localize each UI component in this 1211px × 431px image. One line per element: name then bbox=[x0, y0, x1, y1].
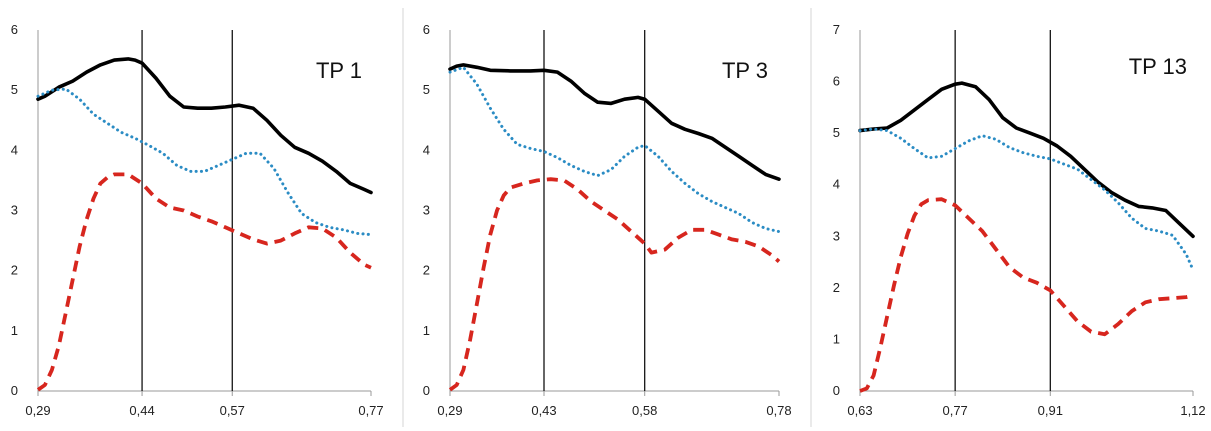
x-tick-label: 0,91 bbox=[1038, 403, 1063, 418]
series-dotted-line bbox=[448, 65, 781, 234]
panel-title: TP 1 bbox=[316, 58, 362, 83]
x-tick-label: 0,77 bbox=[358, 403, 383, 418]
y-tick-label: 6 bbox=[11, 22, 18, 37]
y-tick-label: 2 bbox=[423, 263, 430, 278]
y-tick-label: 0 bbox=[423, 383, 430, 398]
series-dashed-line bbox=[859, 197, 1194, 393]
y-tick-label: 3 bbox=[833, 228, 840, 243]
series-dashed-line bbox=[36, 172, 372, 392]
y-tick-label: 1 bbox=[423, 323, 430, 338]
y-tick-label: 3 bbox=[423, 203, 430, 218]
panel-tp13: 0 1 2 3 4 5 6 7 0,63 0,77 0,91 1,12 TP 13 bbox=[833, 22, 1206, 418]
y-tick-label: 0 bbox=[833, 383, 840, 398]
series-dashed-line bbox=[448, 177, 781, 392]
y-tick-label: 3 bbox=[11, 203, 18, 218]
panel-title: TP 13 bbox=[1129, 54, 1187, 79]
y-tick-label: 4 bbox=[833, 177, 840, 192]
x-tick-label: 0,58 bbox=[632, 403, 657, 418]
x-tick-label: 0,43 bbox=[531, 403, 556, 418]
x-tick-label: 1,12 bbox=[1180, 403, 1205, 418]
y-tick-label: 2 bbox=[833, 280, 840, 295]
y-tick-label: 7 bbox=[833, 22, 840, 37]
y-tick-label: 5 bbox=[11, 82, 18, 97]
y-tick-label: 4 bbox=[423, 142, 430, 157]
x-tick-label: 0,78 bbox=[766, 403, 791, 418]
panel-tp3: 0 1 2 3 4 5 6 0,29 0,43 0,58 0,78 TP 3 bbox=[423, 8, 812, 427]
panel-tp1: 0 1 2 3 4 5 6 0,29 0,44 0,57 0,77 TP 1 bbox=[11, 8, 404, 427]
y-tick-label: 6 bbox=[833, 74, 840, 89]
y-tick-label: 5 bbox=[833, 125, 840, 140]
panel-title: TP 3 bbox=[722, 58, 768, 83]
series-solid-line bbox=[858, 81, 1195, 239]
y-tick-label: 1 bbox=[833, 331, 840, 346]
y-tick-label: 4 bbox=[11, 142, 18, 157]
y-tick-label: 2 bbox=[11, 263, 18, 278]
series-dotted-line bbox=[858, 127, 1195, 272]
series-solid-line bbox=[36, 57, 373, 195]
series-solid-line bbox=[448, 63, 781, 181]
x-tick-label: 0,77 bbox=[942, 403, 967, 418]
x-tick-label: 0,44 bbox=[129, 403, 154, 418]
x-tick-label: 0,57 bbox=[220, 403, 245, 418]
x-tick-label: 0,29 bbox=[437, 403, 462, 418]
series-dotted-line bbox=[36, 87, 373, 237]
x-tick-label: 0,29 bbox=[25, 403, 50, 418]
y-tick-label: 6 bbox=[423, 22, 430, 37]
x-tick-label: 0,63 bbox=[847, 403, 872, 418]
y-tick-label: 5 bbox=[423, 82, 430, 97]
y-tick-label: 0 bbox=[11, 383, 18, 398]
y-tick-label: 1 bbox=[11, 323, 18, 338]
